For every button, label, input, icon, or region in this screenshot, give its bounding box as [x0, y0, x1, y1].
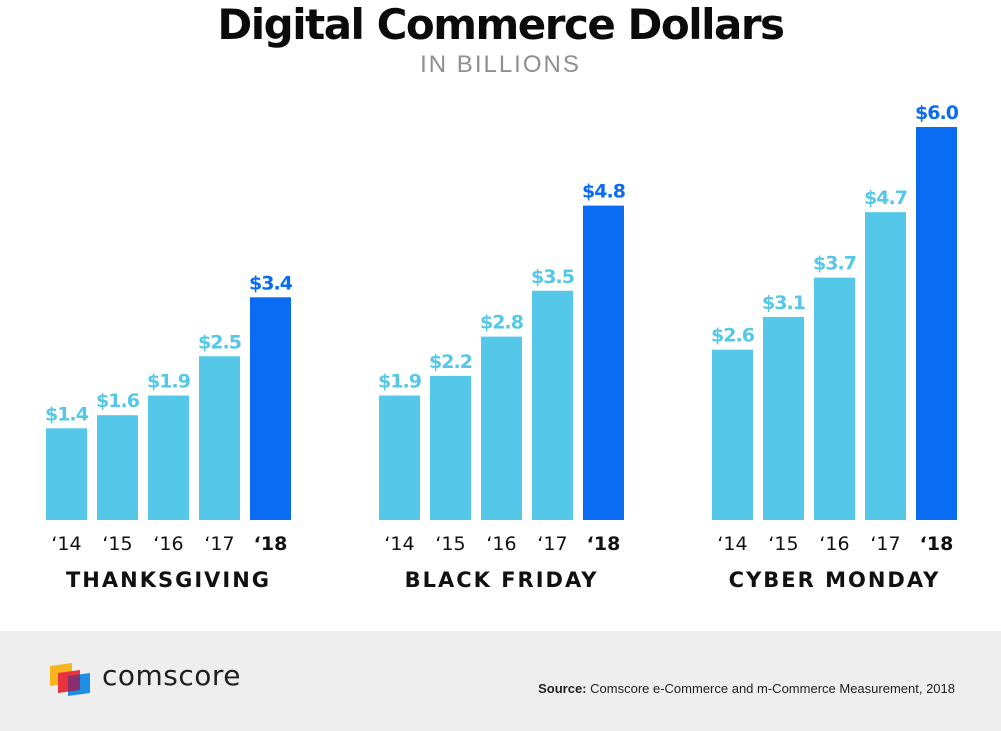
- bar: [46, 428, 87, 520]
- x-tick-label: ‘14: [51, 533, 81, 555]
- bar: [97, 415, 138, 520]
- bar: [250, 297, 291, 520]
- bar: [865, 212, 906, 520]
- bar-value-label: $2.6: [711, 325, 755, 347]
- bar-value-label: $3.7: [813, 253, 856, 275]
- bar: [814, 277, 855, 520]
- bar: [916, 127, 957, 520]
- bar-value-label: $3.1: [762, 292, 805, 314]
- group-title: CYBER MONDAY: [729, 568, 941, 592]
- bar: [379, 395, 420, 520]
- bar: [712, 349, 753, 520]
- footer: comscore Source: Comscore e-Commerce and…: [0, 631, 1001, 731]
- x-tick-label: ‘17: [204, 533, 234, 555]
- bar-value-label: $4.8: [582, 181, 626, 203]
- x-tick-label: ‘15: [768, 533, 798, 555]
- x-tick-label: ‘15: [435, 533, 465, 555]
- x-tick-label: ‘18: [920, 533, 954, 555]
- x-tick-label: ‘18: [587, 533, 621, 555]
- group-title: BLACK FRIDAY: [405, 568, 599, 592]
- bar: [148, 395, 189, 520]
- bar-value-label: $1.6: [96, 390, 140, 412]
- bar-value-label: $2.5: [198, 331, 241, 353]
- x-tick-label: ‘16: [486, 533, 516, 555]
- bar-value-label: $2.8: [480, 312, 524, 334]
- bar-value-label: $6.0: [915, 102, 959, 124]
- x-tick-label: ‘17: [870, 533, 900, 555]
- bar: [430, 375, 471, 520]
- bar-value-label: $4.7: [864, 187, 907, 209]
- x-tick-label: ‘18: [254, 533, 288, 555]
- x-tick-label: ‘17: [537, 533, 567, 555]
- bar: [199, 356, 240, 520]
- source-note: Source: Comscore e-Commerce and m-Commer…: [538, 681, 955, 696]
- bar-value-label: $1.4: [45, 403, 89, 425]
- source-text: Comscore e-Commerce and m-Commerce Measu…: [590, 681, 955, 696]
- chart-subtitle: IN BILLIONS: [420, 51, 581, 78]
- bar-value-label: $3.4: [249, 272, 293, 294]
- bar: [583, 205, 624, 520]
- x-tick-label: ‘16: [153, 533, 183, 555]
- bar-value-label: $1.9: [147, 371, 190, 393]
- x-tick-label: ‘14: [717, 533, 747, 555]
- comscore-logo-icon: [50, 663, 90, 696]
- group-title: THANKSGIVING: [66, 568, 271, 592]
- bar: [532, 290, 573, 520]
- bar-value-label: $1.9: [378, 371, 421, 393]
- brand-name: comscore: [102, 659, 242, 692]
- bar: [481, 336, 522, 520]
- chart-title: Digital Commerce Dollars: [217, 0, 785, 49]
- x-tick-label: ‘14: [384, 533, 414, 555]
- bar: [763, 316, 804, 520]
- bar-value-label: $3.5: [531, 266, 574, 288]
- bar-charts: $1.4 ‘14 $1.6 ‘15 $1.9 ‘16 $2.5 ‘17 $3.4 ‘18 THANK…: [45, 102, 960, 592]
- x-tick-label: ‘16: [819, 533, 849, 555]
- bar-value-label: $2.2: [429, 351, 472, 373]
- source-label: Source:: [538, 681, 587, 696]
- x-tick-label: ‘15: [102, 533, 132, 555]
